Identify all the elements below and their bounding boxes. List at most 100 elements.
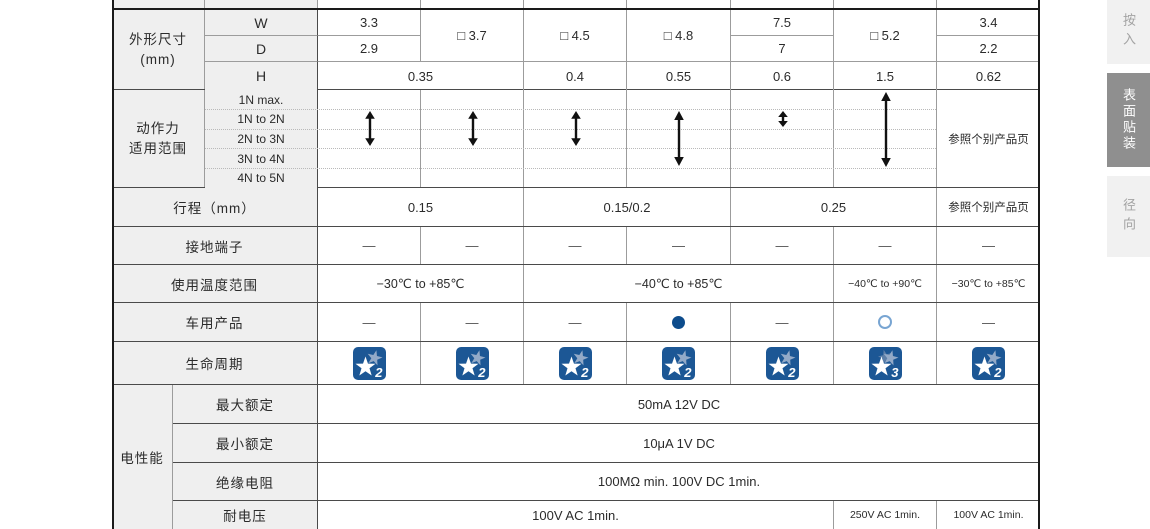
row-dimensions: 外形尺寸 (mm) W D H 3.3 2.9 □ 3.7 0.35 □ 4.5… (112, 10, 1040, 90)
clipped-cell (421, 0, 524, 8)
tab-radial[interactable]: 径向 (1107, 176, 1150, 257)
ground-label: 接地端子 (112, 227, 318, 264)
min-rating-value: 10μA 1V DC (643, 435, 715, 451)
tab-surface-mount[interactable]: 表面贴装 (1107, 73, 1150, 167)
dim-h-c6: 1.5 (834, 62, 937, 90)
force-range-arrow (568, 111, 584, 147)
force-range-label: 2N to 3N (205, 129, 318, 149)
travel-c7: 参照个别产品页 (948, 202, 1029, 214)
force-range-label: 3N to 4N (205, 148, 318, 169)
dim-wd-c2: □ 3.7 (421, 10, 524, 62)
lifecycle-star-icon: 2 (524, 342, 627, 384)
force-cell (524, 90, 627, 187)
row-temperature: 使用温度范围 −30℃ to +85℃ −40℃ to +85℃ −40℃ to… (112, 265, 1040, 303)
filled-circle-icon (672, 315, 685, 329)
lifecycle-star-icon: 2 (627, 342, 731, 384)
row-ground-terminal: 接地端子 — — — — — — — (112, 227, 1040, 265)
automotive-cell (834, 303, 937, 341)
dim-wd-c6: □ 5.2 (834, 10, 937, 62)
force-cell (627, 90, 731, 187)
svg-text:2: 2 (787, 365, 796, 380)
max-rating-label: 最大额定 (173, 385, 318, 423)
insulation-label: 绝缘电阻 (173, 463, 318, 500)
ground-cell: — (834, 227, 937, 264)
temp-c6: −40℃ to +90℃ (834, 265, 937, 302)
row-insulation: 绝缘电阻 100MΩ min. 100V DC 1min. (112, 463, 1040, 501)
clipped-cell (205, 0, 318, 8)
force-range-arrow (878, 91, 894, 167)
lifecycle-star-icon: 2 (421, 342, 524, 384)
automotive-cell: — (982, 314, 995, 330)
tab-push-in[interactable]: 按入 (1107, 0, 1150, 64)
dim-d-label: D (205, 36, 318, 62)
clipped-cell (834, 0, 937, 8)
ground-cell: — (524, 227, 627, 264)
dim-d-c5: 7 (731, 36, 834, 62)
dim-h-c12: 0.35 (318, 62, 524, 90)
row-travel: 行程（mm） 0.15 0.15/0.2 0.25 参照个别产品页 (112, 188, 1040, 227)
dim-h-c4: 0.55 (627, 62, 731, 90)
clipped-cell (524, 0, 627, 8)
ground-cell: — (421, 227, 524, 264)
automotive-cell: — (731, 303, 834, 341)
dim-w-c1: 3.3 (318, 10, 421, 36)
dotted-separator (205, 128, 1040, 130)
row-clipped-top (112, 0, 1040, 8)
lifecycle-star-icon: 2 (937, 342, 1040, 384)
automotive-cell: — (318, 303, 421, 341)
automotive-cell: — (524, 303, 627, 341)
open-circle-icon (878, 315, 892, 329)
svg-text:2: 2 (580, 365, 589, 380)
travel-c12: 0.15 (318, 188, 524, 226)
svg-text:2: 2 (477, 365, 486, 380)
withstand-c15: 100V AC 1min. (318, 501, 834, 529)
insulation-value: 100MΩ min. 100V DC 1min. (597, 474, 761, 489)
dim-w-label: W (205, 10, 318, 36)
electrical-group-label: 电性能 (112, 385, 173, 529)
dimensions-label: 外形尺寸 (mm) (112, 10, 205, 89)
dim-d-c7: 2.2 (937, 36, 1040, 62)
travel-label: 行程（mm） (112, 188, 318, 226)
travel-c56: 0.25 (731, 188, 937, 226)
dim-d-c1: 2.9 (318, 36, 421, 62)
force-cell (421, 90, 524, 187)
automotive-cell: — (421, 303, 524, 341)
force-range-arrow (465, 111, 481, 147)
ground-cell: — (318, 227, 421, 264)
force-note-cell: 参照个别产品页 (937, 90, 1040, 187)
row-withstand-voltage: 耐电压 100V AC 1min. 250V AC 1min. 100V AC … (112, 501, 1040, 529)
force-label: 动作力 适用范围 (112, 90, 205, 187)
force-range-label: 1N to 2N (205, 109, 318, 130)
dim-wd-c4: □ 4.8 (627, 10, 731, 62)
force-range-label: 1N max. (205, 90, 318, 110)
dim-h-c3: 0.4 (524, 62, 627, 90)
force-range-arrow (775, 111, 791, 128)
dotted-separator (205, 167, 1040, 169)
automotive-label: 车用产品 (112, 303, 318, 341)
travel-c34: 0.15/0.2 (524, 188, 731, 226)
min-rating-label: 最小额定 (173, 424, 318, 462)
clipped-cell (112, 0, 205, 8)
row-automotive: 车用产品 — — — — — (112, 303, 1040, 342)
force-cell (731, 90, 834, 187)
svg-text:2: 2 (374, 365, 383, 380)
row-operating-force: 动作力 适用范围 1N max. 1N to 2N 2N to 3N 3N to… (112, 90, 1040, 188)
force-range-arrow (362, 111, 378, 147)
dim-h-c5: 0.6 (731, 62, 834, 90)
max-rating-value: 50mA 12V DC (637, 396, 721, 412)
clipped-cell (937, 0, 1040, 8)
temp-c345: −40℃ to +85℃ (524, 265, 834, 302)
withstand-c7: 100V AC 1min. (953, 509, 1024, 521)
temp-c7: −30℃ to +85℃ (951, 277, 1026, 290)
svg-text:2: 2 (993, 365, 1002, 380)
lifecycle-star-icon: 2 (731, 342, 834, 384)
clipped-cell (627, 0, 731, 8)
ground-cell: — (627, 227, 731, 264)
lifecycle-star-icon: 3 (834, 342, 937, 384)
dim-h-c7: 0.62 (975, 68, 1002, 84)
withstand-c6: 250V AC 1min. (834, 501, 937, 529)
dim-w-c5: 7.5 (731, 10, 834, 36)
withstand-label: 耐电压 (173, 501, 318, 529)
force-range-label: 4N to 5N (205, 168, 318, 188)
